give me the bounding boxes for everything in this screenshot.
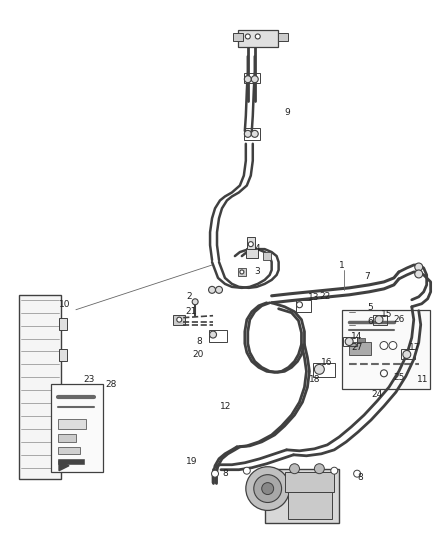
Circle shape	[381, 370, 388, 377]
Bar	[357, 337, 365, 342]
Bar	[244, 128, 260, 140]
Circle shape	[314, 464, 324, 474]
Circle shape	[415, 263, 423, 271]
Text: 27: 27	[351, 343, 363, 352]
Circle shape	[215, 286, 223, 293]
Text: 8: 8	[222, 469, 228, 478]
Text: 26: 26	[393, 315, 404, 324]
Circle shape	[251, 76, 258, 83]
Circle shape	[403, 351, 411, 358]
Text: 28: 28	[106, 379, 117, 389]
Circle shape	[345, 337, 353, 345]
Circle shape	[244, 76, 251, 83]
Text: 2: 2	[186, 292, 192, 301]
Text: 19: 19	[186, 457, 198, 466]
Bar	[209, 329, 227, 342]
Circle shape	[240, 270, 244, 274]
Bar	[296, 300, 311, 312]
Bar	[19, 295, 61, 479]
Circle shape	[244, 131, 251, 138]
Bar	[58, 419, 86, 429]
Text: 8: 8	[196, 337, 202, 346]
Bar	[59, 318, 67, 329]
Text: 13: 13	[308, 293, 320, 302]
Text: 3: 3	[255, 268, 261, 277]
Circle shape	[244, 467, 250, 474]
Text: 16: 16	[321, 358, 333, 367]
Bar	[238, 268, 246, 276]
Text: 15: 15	[381, 310, 392, 319]
Bar	[58, 434, 76, 442]
Bar	[265, 469, 339, 523]
Circle shape	[208, 286, 215, 293]
Bar	[401, 350, 415, 359]
Text: 21: 21	[185, 307, 197, 316]
Text: 6: 6	[367, 317, 373, 326]
Bar	[59, 350, 67, 361]
Text: 23: 23	[83, 375, 94, 384]
Text: 20: 20	[192, 350, 204, 359]
Text: 11: 11	[417, 375, 428, 384]
Bar	[58, 459, 84, 464]
Bar	[58, 447, 80, 454]
Circle shape	[192, 299, 198, 305]
Circle shape	[380, 342, 388, 350]
Circle shape	[290, 464, 300, 474]
Text: 12: 12	[220, 401, 231, 410]
Circle shape	[389, 342, 397, 350]
Circle shape	[331, 467, 338, 474]
Circle shape	[248, 241, 253, 247]
Bar	[285, 472, 334, 491]
Circle shape	[245, 34, 250, 39]
Text: 10: 10	[59, 300, 71, 309]
Bar	[233, 34, 243, 42]
Polygon shape	[59, 461, 69, 471]
Bar	[343, 336, 357, 346]
Text: 25: 25	[393, 373, 404, 382]
Circle shape	[375, 316, 383, 324]
Text: 1: 1	[339, 261, 345, 270]
Circle shape	[314, 365, 324, 374]
Circle shape	[177, 317, 182, 322]
Text: 9: 9	[285, 109, 290, 117]
Text: 14: 14	[351, 332, 363, 341]
Circle shape	[353, 470, 360, 477]
Circle shape	[255, 34, 260, 39]
Text: 4: 4	[255, 244, 261, 253]
Circle shape	[297, 302, 303, 308]
Bar	[246, 248, 258, 258]
Bar	[342, 310, 430, 389]
Circle shape	[246, 467, 290, 511]
Bar	[349, 342, 371, 356]
Text: 17: 17	[409, 343, 420, 352]
Bar	[247, 237, 255, 249]
Bar	[238, 29, 278, 47]
Circle shape	[212, 470, 219, 477]
Text: 8: 8	[357, 473, 363, 482]
Bar	[314, 364, 335, 377]
Circle shape	[262, 482, 274, 495]
Bar	[244, 73, 260, 83]
Bar	[173, 314, 185, 325]
Bar	[51, 384, 103, 472]
Text: 5: 5	[367, 303, 373, 312]
Text: 24: 24	[371, 390, 382, 399]
Bar	[288, 491, 332, 519]
Bar	[263, 252, 271, 260]
Circle shape	[254, 475, 282, 503]
Circle shape	[415, 270, 423, 278]
Bar	[278, 34, 288, 42]
Text: 22: 22	[319, 292, 331, 301]
Circle shape	[251, 131, 258, 138]
Bar	[373, 314, 387, 325]
Circle shape	[209, 331, 216, 338]
Text: 18: 18	[309, 375, 321, 384]
Text: 7: 7	[364, 272, 370, 281]
